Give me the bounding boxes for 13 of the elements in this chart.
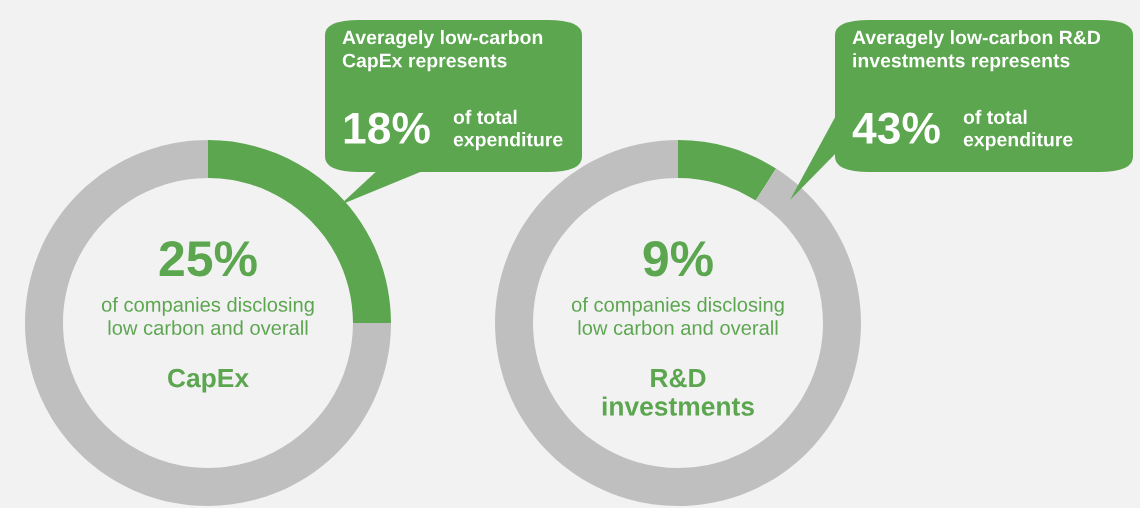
data-label: 25% <box>159 241 257 277</box>
text: of companies disclosing low carbon and overall <box>101 297 314 335</box>
text: of companies disclosing low carbon and overall <box>571 297 784 335</box>
text: Averagely low-carbon CapEx represents <box>342 30 543 72</box>
text: R&D investments <box>602 368 754 416</box>
text: Averagely low-carbon R&D investments represents <box>852 30 1101 72</box>
donut-slice <box>678 140 777 201</box>
text: CapEx <box>168 368 249 393</box>
text: of total expenditure <box>963 109 1073 151</box>
text: 18% <box>344 112 430 144</box>
text: 43% <box>852 112 940 144</box>
text: of total expenditure <box>453 109 563 151</box>
data-label: 9% <box>643 241 713 277</box>
